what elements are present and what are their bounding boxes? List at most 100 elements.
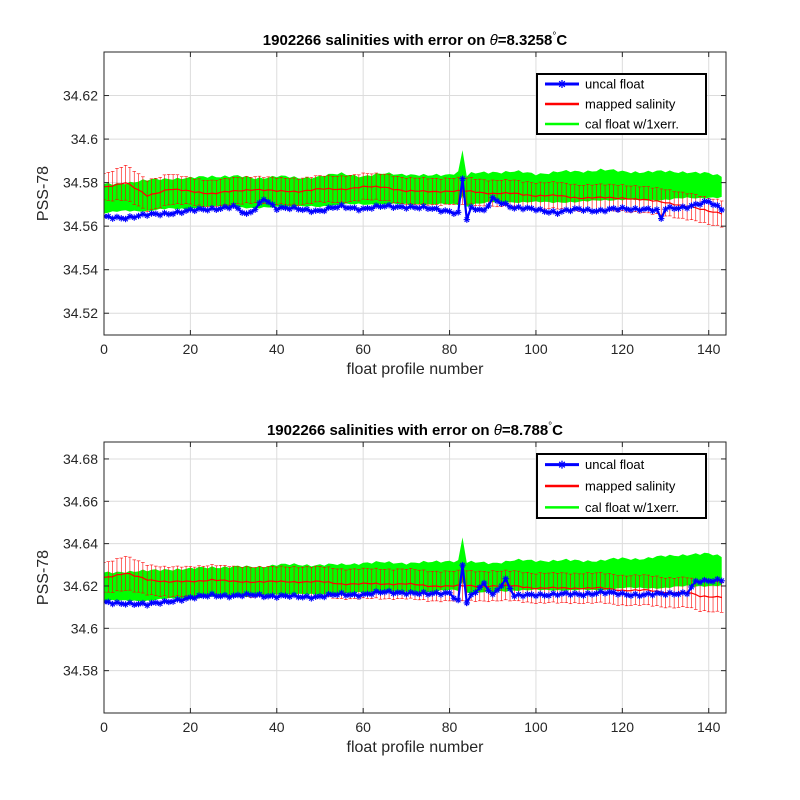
marker-stroke [278, 592, 284, 598]
mapped-salinity-line [104, 572, 722, 599]
marker-stroke [334, 204, 340, 211]
marker-stroke [330, 592, 336, 598]
marker-stroke [170, 598, 176, 605]
uncal-float-marker [567, 207, 574, 215]
marker-stroke [205, 207, 211, 213]
y-tick-label: 34.66 [63, 493, 98, 509]
uncal-float-marker [459, 175, 466, 182]
marker-stroke [680, 204, 686, 210]
marker-stroke [364, 591, 371, 597]
marker-stroke [481, 207, 487, 213]
uncal-float-marker [118, 215, 125, 222]
marker-stroke [321, 594, 327, 600]
uncal-float-marker [321, 207, 328, 215]
marker-stroke [360, 591, 366, 597]
marker-stroke [433, 205, 440, 212]
marker-stroke [649, 592, 656, 598]
uncal-float-marker [217, 592, 224, 600]
marker-stroke [710, 578, 716, 584]
title-theta-value: =8.3258 [498, 32, 553, 49]
marker-stroke [693, 578, 699, 584]
marker-stroke [166, 599, 172, 605]
marker-stroke [554, 211, 561, 217]
legend-label: mapped salinity [585, 479, 676, 494]
uncal-float-marker [558, 590, 566, 597]
marker-stroke [196, 592, 202, 599]
marker-stroke [412, 204, 418, 211]
uncal-float-marker [476, 584, 483, 591]
legend-label: uncal float [585, 77, 645, 92]
marker-stroke [105, 213, 111, 220]
legend-marker [558, 80, 566, 88]
uncal-float-marker [256, 591, 263, 598]
uncal-float-marker [411, 590, 419, 597]
uncal-float-marker [683, 590, 691, 598]
legend-label: cal float w/1xerr. [585, 500, 679, 515]
uncal-float-marker [429, 590, 436, 597]
marker-stroke [459, 562, 466, 568]
title-unit: C [556, 32, 567, 49]
marker-stroke [304, 206, 310, 212]
x-tick-label: 40 [269, 719, 285, 735]
marker-stroke [537, 591, 543, 597]
uncal-float-marker [571, 590, 579, 597]
marker-stroke [632, 205, 638, 211]
uncal-float-marker [295, 206, 302, 213]
marker-stroke [235, 592, 241, 598]
uncal-float-marker [485, 202, 492, 210]
marker-stroke [248, 592, 254, 598]
marker-stroke [472, 207, 479, 213]
uncal-float-marker [135, 600, 142, 608]
marker-stroke [481, 580, 487, 586]
marker-stroke [563, 207, 569, 213]
marker-stroke [472, 589, 479, 596]
marker-stroke [144, 213, 150, 219]
uncal-float-marker [653, 206, 661, 213]
x-tick-label: 120 [611, 341, 635, 357]
uncal-float-marker [407, 589, 414, 596]
marker-stroke [127, 600, 133, 606]
uncal-float-marker [385, 201, 393, 209]
marker-stroke [485, 203, 492, 209]
uncal-float-marker [174, 208, 181, 215]
uncal-float-marker [705, 198, 712, 205]
marker-stroke [701, 577, 708, 583]
uncal-float-marker [347, 591, 354, 599]
marker-stroke [558, 461, 566, 468]
marker-stroke [667, 590, 673, 596]
marker-stroke [377, 204, 384, 210]
uncal-float-marker [601, 207, 609, 215]
marker-stroke [567, 208, 574, 214]
marker-stroke [140, 211, 146, 217]
uncal-float-marker [442, 207, 449, 214]
marker-stroke [230, 202, 237, 209]
marker-stroke [658, 590, 664, 597]
marker-stroke [317, 207, 323, 214]
uncal-float-marker [562, 206, 570, 213]
marker-stroke [261, 594, 267, 600]
marker-stroke [490, 591, 496, 597]
uncal-float-marker [230, 202, 237, 209]
uncal-float-marker [282, 592, 289, 599]
title-theta-value: =8.788 [502, 422, 548, 439]
marker-stroke [373, 588, 379, 595]
uncal-float-marker [610, 589, 617, 596]
uncal-float-marker [709, 201, 717, 208]
marker-stroke [187, 206, 194, 213]
title-degree: ° [552, 31, 556, 42]
marker-stroke [494, 587, 500, 593]
marker-stroke [408, 589, 414, 595]
y-tick-label: 34.6 [71, 131, 98, 147]
uncal-float-marker [226, 594, 233, 601]
x-tick-label: 100 [524, 719, 548, 735]
x-tick-label: 140 [697, 719, 721, 735]
marker-stroke [148, 210, 155, 217]
marker-stroke [243, 591, 250, 597]
uncal-float-marker [230, 592, 237, 599]
marker-stroke [118, 215, 124, 221]
uncal-float-marker [623, 591, 630, 599]
uncal-float-marker [437, 208, 445, 215]
y-tick-label: 34.56 [63, 218, 98, 234]
marker-stroke [697, 579, 703, 585]
marker-stroke [477, 584, 483, 591]
